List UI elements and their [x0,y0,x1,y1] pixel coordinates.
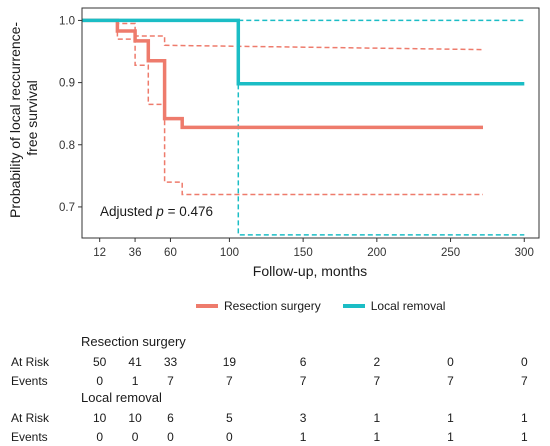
x-tick-label: 250 [441,247,460,259]
risk-group-title: Local removal [81,390,162,405]
resection-ci-lower [116,23,483,196]
y-tick-label: 0.9 [59,78,75,90]
y-axis-title: Probability of local reccurrence- free s… [7,18,40,218]
risk-cell: 6 [299,355,307,369]
annotation-p: p [155,204,164,219]
risk-cell: 0 [226,430,233,444]
y-tick-label: 1.0 [59,15,75,27]
annotation-suffix: = 0.476 [164,204,213,219]
y-axis-title-line-2: free survival [24,80,40,155]
x-tick-label: 12 [93,247,106,259]
risk-cell: 41 [128,355,142,369]
risk-row-label: Events [11,374,48,388]
x-tick-label: 300 [515,247,534,259]
plot-border [81,7,540,239]
risk-cell: 5 [226,411,233,425]
risk-cell: 7 [520,374,528,388]
y-axis-ticks: 0.7 0.8 0.9 1.0 [59,15,82,214]
risk-cell: 7 [299,374,307,388]
risk-group-title: Resection surgery [81,334,186,349]
risk-cell: 0 [520,355,528,369]
risk-cell: 1 [373,430,381,444]
risk-cell: 1 [131,374,139,388]
legend-label-local-removal: Local removal [370,299,446,313]
local-removal-curve [82,18,525,86]
legend-swatch-local-removal [342,304,365,308]
x-tick-label: 150 [294,247,313,259]
risk-cell: 33 [163,355,178,369]
risk-row-label: At Risk [11,411,50,425]
risk-cell: 7 [447,374,454,388]
x-tick-label: 100 [220,247,239,259]
y-tick-label: 0.8 [59,140,75,152]
risk-cell: 19 [222,355,237,369]
risk-cell: 0 [167,430,174,444]
y-tick-label: 0.7 [59,202,75,214]
y-axis-title-line-1: Probability of local reccurrence- [7,22,23,218]
risk-cell: 1 [447,430,454,444]
series-layer [82,18,525,236]
risk-cell: 3 [299,411,307,425]
risk-cell: 0 [447,355,454,369]
resection-surgery-curve [82,18,483,130]
risk-cell: 10 [128,411,142,425]
x-tick-label: 60 [164,247,177,259]
x-tick-label: 36 [129,247,142,259]
risk-cell: 1 [373,411,381,425]
x-axis-title: Follow-up, months [253,263,367,279]
risk-cell: 1 [299,430,307,444]
legend-swatch-resection [196,304,218,308]
risk-cell: 7 [167,374,174,388]
x-axis-ticks: 12 36 60 100 150 200 250 300 [93,238,534,259]
chart-legend: Resection surgery Local removal [196,296,467,316]
risk-cell: 0 [96,430,104,444]
resection-ci-upper [116,20,484,51]
risk-cell: 0 [96,374,104,388]
annotation-prefix: Adjusted [100,204,156,219]
risk-cell: 1 [520,430,528,444]
risk-row-label: At Risk [11,355,50,369]
risk-cell: 2 [373,355,381,369]
risk-cell: 1 [447,411,454,425]
risk-row-label: Events [11,430,48,444]
risk-cell: 1 [520,411,528,425]
risk-cell: 7 [226,374,233,388]
x-tick-label: 200 [367,247,386,259]
risk-cell: 7 [373,374,381,388]
risk-cell: 0 [131,430,139,444]
risk-cell: 10 [93,411,107,425]
p-value-annotation: Adjusted p = 0.476 [100,204,213,219]
risk-cell: 6 [167,411,174,425]
legend-item-resection: Resection surgery [196,299,321,313]
legend-label-resection: Resection surgery [224,299,321,313]
legend-item-local-removal: Local removal [342,299,446,313]
risk-cell: 50 [93,355,107,369]
